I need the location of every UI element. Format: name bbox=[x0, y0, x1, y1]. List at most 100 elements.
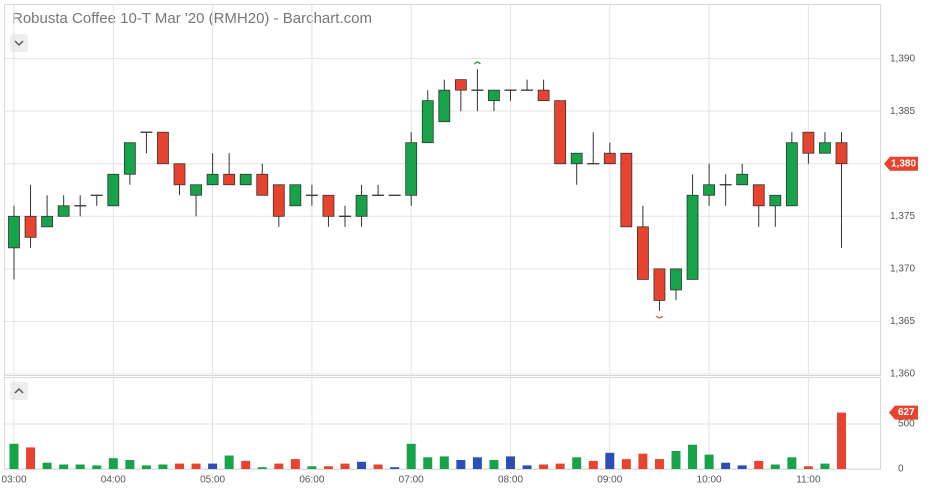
volume-bar bbox=[439, 456, 449, 469]
y-tick-label: 1,390 bbox=[890, 53, 915, 64]
y-tick-label: 1,375 bbox=[890, 211, 915, 222]
volume-bar bbox=[837, 412, 846, 469]
candle-body bbox=[603, 152, 616, 165]
volume-bar bbox=[357, 461, 367, 469]
x-tick-label: 04:00 bbox=[101, 475, 126, 486]
volume-bar bbox=[9, 443, 19, 469]
candle-body bbox=[157, 131, 169, 165]
volume-bar bbox=[208, 463, 218, 469]
volume-bar bbox=[373, 464, 383, 469]
volume-bar bbox=[671, 451, 681, 469]
x-tick-label: 08:00 bbox=[498, 475, 523, 486]
chart-title: Robusta Coffee 10-T Mar '20 (RMH20) - Ba… bbox=[12, 10, 372, 27]
candle-body bbox=[653, 268, 666, 301]
volume-bar bbox=[621, 459, 631, 469]
volume-bar bbox=[489, 460, 499, 469]
candle-body bbox=[438, 89, 451, 123]
candle-body bbox=[670, 268, 682, 291]
volume-bar bbox=[506, 456, 515, 469]
candle-body bbox=[620, 152, 633, 228]
volume-bar bbox=[787, 457, 797, 469]
candle-body bbox=[637, 226, 649, 280]
volume-bar bbox=[26, 447, 36, 469]
volume-bar bbox=[125, 460, 135, 469]
candle-body bbox=[570, 152, 583, 165]
volume-bar bbox=[191, 463, 201, 469]
candle-body bbox=[703, 184, 715, 196]
x-tick-label: 07:00 bbox=[399, 475, 424, 486]
low-marker bbox=[655, 315, 663, 319]
volume-bar bbox=[654, 459, 664, 469]
volume-bar bbox=[224, 455, 234, 469]
y-tick-label: 1,365 bbox=[890, 316, 915, 327]
candle-body bbox=[421, 100, 434, 144]
volume-bar bbox=[423, 457, 433, 469]
candle-body bbox=[24, 215, 37, 238]
y-tick-label: 1,370 bbox=[890, 264, 915, 275]
volume-bar bbox=[770, 464, 780, 469]
candle-body bbox=[454, 79, 467, 91]
volume-bar bbox=[92, 465, 102, 469]
candle-body bbox=[8, 215, 20, 249]
candle-body bbox=[256, 173, 269, 196]
candle-body bbox=[769, 194, 782, 207]
last-price-label: 1,380 bbox=[891, 158, 916, 169]
volume-bar bbox=[340, 463, 350, 469]
price-panel bbox=[4, 4, 881, 376]
volume-bar bbox=[638, 453, 648, 469]
volume-bar bbox=[737, 465, 747, 469]
candle-body bbox=[835, 142, 848, 165]
volume-bar bbox=[274, 463, 284, 469]
x-tick-label: 06:00 bbox=[299, 475, 324, 486]
candle-body bbox=[537, 89, 550, 102]
candle-body bbox=[190, 184, 202, 196]
candle-body bbox=[272, 184, 285, 217]
volume-bar bbox=[42, 462, 52, 469]
candle-body bbox=[554, 100, 567, 165]
candle-body bbox=[785, 142, 798, 207]
volume-bar bbox=[241, 460, 251, 469]
candle-body bbox=[322, 194, 335, 217]
volume-bar bbox=[539, 464, 549, 469]
volume-bar bbox=[323, 466, 333, 469]
volume-bar bbox=[175, 463, 184, 469]
expand-button[interactable] bbox=[10, 382, 28, 400]
volume-bar bbox=[141, 465, 151, 469]
candle-body bbox=[123, 142, 136, 175]
volume-bar bbox=[555, 463, 565, 469]
volume-bar bbox=[406, 443, 416, 469]
collapse-button[interactable] bbox=[10, 34, 28, 52]
volume-bar bbox=[75, 464, 85, 469]
volume-bar bbox=[257, 467, 267, 469]
last-price-badge bbox=[884, 156, 918, 171]
volume-bar bbox=[307, 466, 317, 469]
candle-body bbox=[239, 173, 252, 186]
volume-bar bbox=[803, 466, 813, 469]
x-tick-label: 11:00 bbox=[796, 475, 821, 486]
volume-bar bbox=[59, 464, 69, 469]
volume-bar bbox=[158, 464, 168, 469]
x-tick-label: 09:00 bbox=[597, 475, 622, 486]
volume-bar bbox=[390, 467, 400, 469]
volume-bar bbox=[721, 462, 731, 469]
y-tick-label: 0 bbox=[898, 464, 904, 475]
volume-bar bbox=[588, 460, 598, 469]
candle-body bbox=[752, 184, 765, 207]
x-tick-label: 10:00 bbox=[697, 475, 722, 486]
last-volume-badge bbox=[889, 405, 918, 420]
candle-body bbox=[223, 173, 236, 186]
candle-body bbox=[206, 173, 219, 186]
candle-body bbox=[488, 89, 500, 102]
candle-body bbox=[686, 194, 699, 280]
candle-body bbox=[802, 131, 815, 154]
candle-body bbox=[736, 173, 749, 186]
candle-body bbox=[173, 163, 186, 186]
x-tick-label: 03:00 bbox=[1, 475, 26, 486]
volume-bar bbox=[820, 463, 830, 469]
volume-bar bbox=[108, 458, 118, 469]
candle-body bbox=[41, 215, 53, 228]
volume-bar bbox=[290, 459, 300, 469]
high-marker bbox=[473, 61, 481, 65]
volume-bar bbox=[456, 460, 466, 469]
